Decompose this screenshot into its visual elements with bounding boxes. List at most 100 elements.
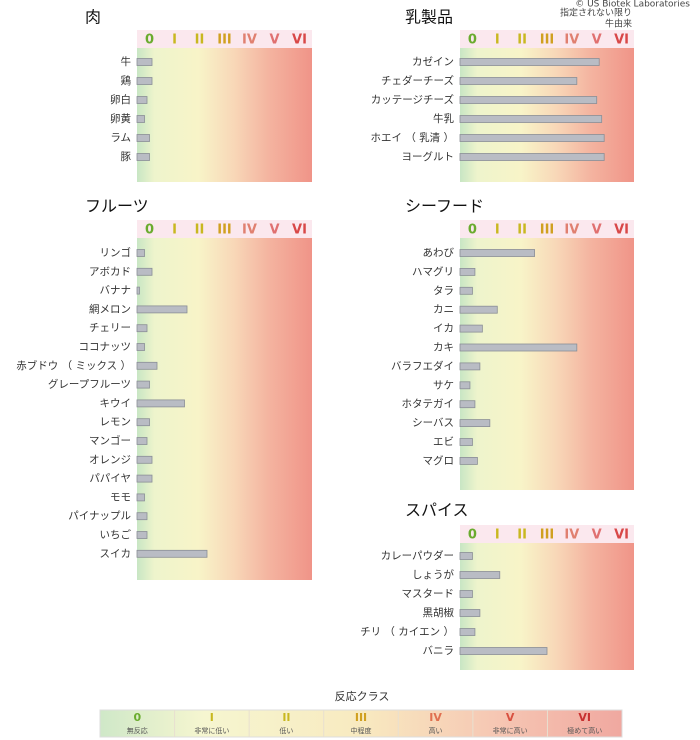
category-label: グレープフルーツ bbox=[48, 378, 131, 391]
bar bbox=[136, 380, 150, 389]
legend-description: 高い bbox=[429, 726, 443, 735]
bar bbox=[136, 437, 148, 445]
x-tick-label: V bbox=[592, 528, 602, 543]
x-tick-label: V bbox=[592, 223, 602, 238]
x-tick-label: I bbox=[495, 528, 500, 543]
plot-background bbox=[137, 238, 312, 580]
x-tick-label: II bbox=[195, 223, 205, 238]
bar bbox=[459, 609, 481, 617]
bar bbox=[136, 153, 150, 161]
category-label: ハマグリ bbox=[412, 265, 454, 278]
category-label: キウイ bbox=[100, 397, 132, 409]
note: 牛由来 bbox=[605, 18, 632, 30]
bar bbox=[459, 153, 605, 161]
bar bbox=[136, 249, 145, 257]
x-tick-label: V bbox=[269, 223, 279, 238]
chart-title: シーフード bbox=[405, 197, 484, 216]
plot-background bbox=[460, 48, 634, 182]
bar bbox=[459, 571, 501, 579]
category-label: ココナッツ bbox=[79, 341, 132, 353]
category-label: 赤ブドウ （ ミックス ） bbox=[16, 359, 131, 372]
x-tick-label: VI bbox=[614, 528, 629, 543]
x-tick-label: II bbox=[517, 33, 527, 48]
legend-class: III bbox=[355, 711, 367, 724]
category-label: モモ bbox=[110, 491, 131, 503]
category-label: いちご bbox=[100, 528, 132, 541]
bar bbox=[136, 58, 153, 66]
bar bbox=[136, 324, 148, 333]
x-tick-label: III bbox=[217, 33, 232, 48]
bar bbox=[136, 343, 145, 351]
bar bbox=[136, 549, 208, 558]
bar bbox=[459, 381, 471, 390]
x-tick-label: I bbox=[495, 223, 500, 238]
category-label: サケ bbox=[433, 379, 454, 391]
legend-class: 0 bbox=[133, 711, 141, 724]
x-tick-label: V bbox=[592, 33, 602, 48]
chart-title: フルーツ bbox=[85, 197, 149, 216]
x-tick-label: VI bbox=[614, 33, 629, 48]
copyright: © US Biotek Laboratories bbox=[575, 0, 690, 10]
category-label: マンゴー bbox=[89, 434, 131, 447]
category-label: シーバス bbox=[412, 417, 454, 429]
bar bbox=[459, 96, 598, 104]
bar bbox=[136, 305, 188, 314]
bar bbox=[136, 418, 150, 427]
category-label: 卵黄 bbox=[110, 112, 131, 125]
legend-description: 非常に高い bbox=[493, 726, 528, 735]
x-tick-label: I bbox=[172, 223, 177, 238]
legend-band bbox=[99, 709, 623, 738]
bar bbox=[459, 324, 483, 333]
bar bbox=[136, 96, 148, 104]
x-tick-label: 0 bbox=[145, 33, 154, 48]
category-label: パパイヤ bbox=[89, 473, 131, 485]
x-tick-label: V bbox=[269, 33, 279, 48]
category-label: マスタード bbox=[402, 588, 455, 600]
bar bbox=[136, 531, 148, 539]
legend-description: 無反応 bbox=[127, 726, 148, 735]
bar bbox=[136, 361, 158, 370]
bar bbox=[459, 249, 535, 257]
category-label: ホタテガイ bbox=[402, 398, 455, 410]
bar bbox=[136, 134, 150, 142]
bar bbox=[136, 77, 153, 85]
chart-title: スパイス bbox=[405, 501, 469, 520]
category-label: 豚 bbox=[121, 151, 132, 163]
bar bbox=[459, 456, 478, 465]
header-band bbox=[460, 220, 634, 238]
bar bbox=[459, 134, 605, 142]
bar bbox=[136, 399, 185, 408]
category-label: アボカド bbox=[89, 266, 131, 278]
header-band bbox=[137, 220, 312, 238]
category-label: あわび bbox=[423, 247, 455, 259]
category-label: バラフエダイ bbox=[391, 359, 454, 372]
chart-title: 乳製品 bbox=[405, 8, 453, 27]
category-label: カレーパウダー bbox=[381, 549, 454, 562]
category-label: タラ bbox=[433, 285, 454, 297]
category-label: 牛乳 bbox=[433, 112, 454, 125]
bar bbox=[459, 305, 498, 314]
bar bbox=[459, 438, 473, 446]
plot-background bbox=[137, 48, 312, 182]
bar bbox=[459, 628, 476, 636]
legend-class: V bbox=[506, 711, 515, 724]
bar bbox=[459, 419, 491, 428]
legend-title: 反応クラス bbox=[335, 689, 390, 703]
x-tick-label: III bbox=[540, 223, 555, 238]
x-tick-label: IV bbox=[564, 223, 579, 238]
category-label: 牛 bbox=[121, 55, 132, 68]
category-label: ラム bbox=[110, 132, 131, 144]
chart-title: 肉 bbox=[85, 8, 101, 27]
category-label: マグロ bbox=[423, 454, 455, 467]
header-band bbox=[460, 30, 634, 48]
x-tick-label: III bbox=[217, 223, 232, 238]
category-label: ホエイ （ 乳清 ） bbox=[370, 131, 454, 144]
category-label: 鶏 bbox=[121, 74, 132, 87]
bar bbox=[459, 647, 548, 655]
bar bbox=[459, 77, 578, 85]
category-label: カキ bbox=[433, 342, 454, 354]
bar bbox=[136, 455, 153, 464]
bar bbox=[136, 267, 153, 276]
